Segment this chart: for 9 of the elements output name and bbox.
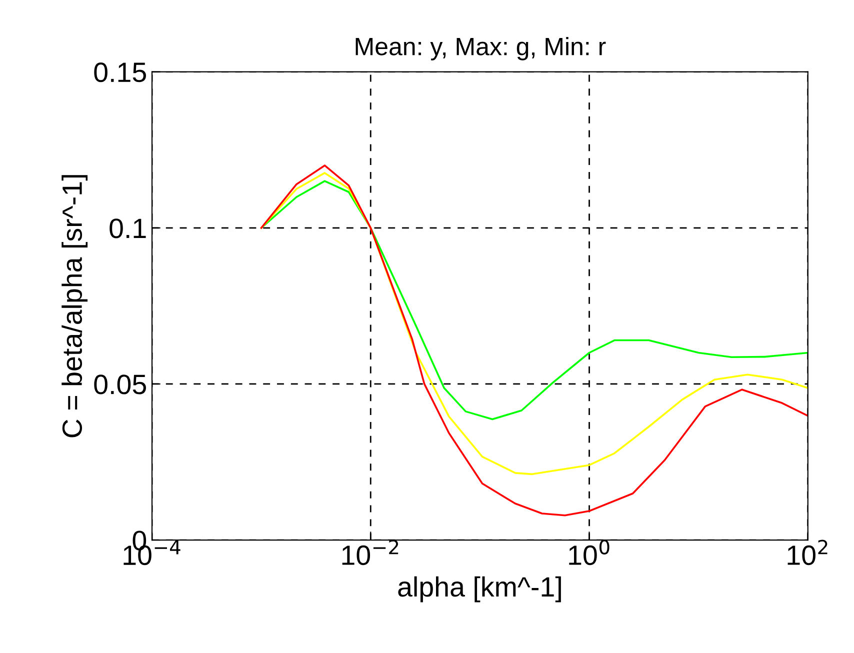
- x-tick-label: 10$^{2}$: [788, 540, 828, 566]
- y-axis-title: C = beta/alpha [sr^-1]: [62, 175, 88, 438]
- chart-title: Mean: y, Max: g, Min: r: [356, 37, 606, 60]
- x-tick-label: 10$^{0}$: [569, 540, 610, 566]
- x-axis-title: alpha [km^-1]: [398, 576, 561, 602]
- x-tick-label: 10$^{−2}$: [342, 540, 398, 566]
- y-tick-label: 0.15: [94, 62, 146, 82]
- y-tick-label: 0.1: [110, 218, 146, 238]
- y-tick-label: 0.05: [94, 374, 146, 394]
